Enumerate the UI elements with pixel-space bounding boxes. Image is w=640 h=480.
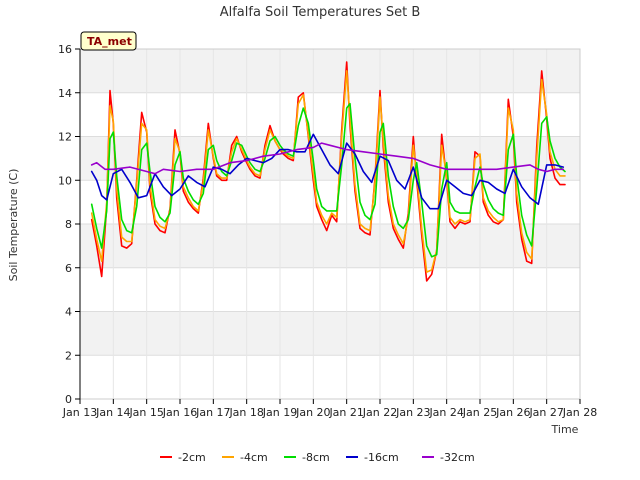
y-tick-label: 8 bbox=[65, 218, 72, 231]
x-tick-label: Jan 27 bbox=[528, 406, 563, 419]
series-line-minus-32cm bbox=[90, 142, 565, 175]
x-tick-label: Jan 16 bbox=[162, 406, 197, 419]
legend-label: -32cm bbox=[440, 451, 475, 464]
series-line-minus-16cm bbox=[90, 133, 565, 210]
plot-band bbox=[80, 311, 580, 356]
legend-item: -4cm bbox=[222, 451, 268, 464]
y-tick-label: 14 bbox=[58, 87, 72, 100]
legend: -2cm -4cm -8cm -16cm -32cm bbox=[160, 451, 475, 464]
y-tick-label: 4 bbox=[65, 306, 72, 319]
legend-item: -16cm bbox=[346, 451, 399, 464]
y-tick-label: 10 bbox=[58, 174, 72, 187]
x-tick-label: Jan 26 bbox=[495, 406, 530, 419]
x-tick-label: Jan 15 bbox=[128, 406, 163, 419]
plot-band bbox=[80, 49, 580, 93]
legend-item: -8cm bbox=[284, 451, 330, 464]
chart-title: Alfalfa Soil Temperatures Set B bbox=[220, 5, 421, 20]
x-tick-label: Jan 28 bbox=[562, 406, 597, 419]
x-tick-label: Jan 22 bbox=[362, 406, 397, 419]
y-tick-label: 12 bbox=[58, 131, 72, 144]
badge-box bbox=[80, 31, 137, 51]
y-tick-label: 6 bbox=[65, 262, 72, 275]
x-tick-label: Jan 19 bbox=[262, 406, 297, 419]
y-axis-label: Soil Temperature (C) bbox=[7, 169, 20, 282]
legend-label: -8cm bbox=[302, 451, 330, 464]
plot-band bbox=[80, 136, 580, 181]
plot-band bbox=[80, 224, 580, 268]
legend-item: -2cm bbox=[160, 451, 206, 464]
x-tick-label: Jan 24 bbox=[428, 406, 463, 419]
x-axis-label: Time bbox=[551, 423, 579, 436]
series-layer bbox=[90, 61, 566, 282]
legend-item: -32cm bbox=[422, 451, 475, 464]
legend-label: -2cm bbox=[178, 451, 206, 464]
x-tick-label: Jan 18 bbox=[228, 406, 263, 419]
legend-label: -4cm bbox=[240, 451, 268, 464]
series-line-minus-8cm bbox=[90, 102, 566, 258]
x-tick-label: Jan 25 bbox=[462, 406, 497, 419]
y-tick-label: 2 bbox=[65, 349, 72, 362]
badge-label: TA_met bbox=[87, 35, 132, 48]
x-tick-label: Jan 20 bbox=[295, 406, 330, 419]
y-tick-label: 0 bbox=[65, 393, 72, 406]
x-tick-label: Jan 14 bbox=[95, 406, 130, 419]
x-tick-label: Jan 23 bbox=[395, 406, 430, 419]
x-tick-label: Jan 13 bbox=[62, 406, 97, 419]
legend-label: -16cm bbox=[364, 451, 399, 464]
y-tick-label: 16 bbox=[58, 43, 72, 56]
ta-met-badge: TA_met bbox=[80, 31, 137, 51]
x-tick-label: Jan 17 bbox=[195, 406, 230, 419]
x-tick-label: Jan 21 bbox=[328, 406, 363, 419]
